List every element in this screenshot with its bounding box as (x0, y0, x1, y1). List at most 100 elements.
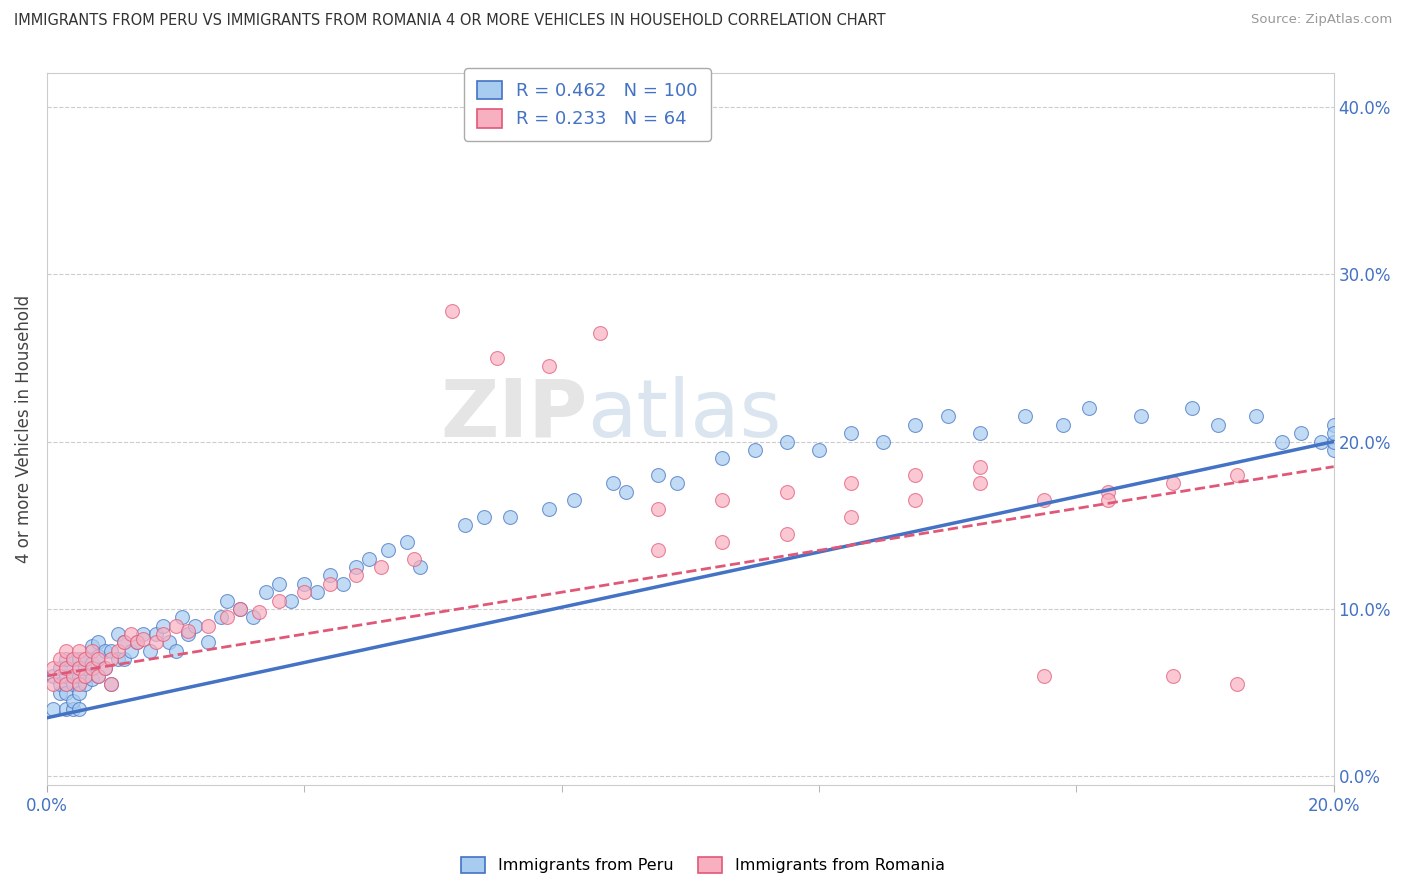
Point (67, 677, 90, 691)
Text: ZIP: ZIP (440, 376, 588, 454)
Point (776, 484, 799, 499)
Point (197, 635, 219, 649)
Point (969, 476, 991, 491)
Point (1014, 409, 1036, 424)
Point (55, 686, 77, 700)
Point (1206, 417, 1229, 432)
Point (344, 560, 367, 574)
Point (80, 660, 103, 674)
Point (1078, 401, 1101, 415)
Point (55, 660, 77, 674)
Point (904, 493, 927, 508)
Point (75, 652, 97, 666)
Point (75, 652, 97, 666)
Point (62, 702, 84, 716)
Point (602, 476, 624, 491)
Point (1323, 434, 1346, 449)
Point (280, 593, 302, 607)
Point (357, 551, 380, 566)
Point (100, 677, 122, 691)
Point (125, 635, 148, 649)
Point (1309, 434, 1331, 449)
Point (42, 702, 65, 716)
Point (319, 568, 342, 582)
Point (247, 605, 270, 619)
Point (1271, 434, 1294, 449)
Point (145, 627, 167, 641)
Point (564, 493, 586, 508)
Point (402, 551, 425, 566)
Point (711, 493, 734, 508)
Point (75, 660, 97, 674)
Point (1323, 417, 1346, 432)
Point (112, 635, 135, 649)
Point (75, 669, 97, 683)
Point (170, 610, 193, 624)
Point (1226, 677, 1249, 691)
Point (396, 535, 419, 549)
Point (62, 669, 84, 683)
Point (1052, 417, 1074, 432)
Point (67, 652, 90, 666)
Point (87, 669, 110, 683)
Legend: Immigrants from Peru, Immigrants from Romania: Immigrants from Peru, Immigrants from Ro… (456, 850, 950, 880)
Point (125, 635, 148, 649)
Point (67, 686, 90, 700)
Point (711, 535, 734, 549)
Point (75, 677, 97, 691)
Point (377, 543, 399, 558)
Point (744, 442, 766, 457)
Point (80, 673, 103, 687)
Point (55, 669, 77, 683)
Point (67, 677, 90, 691)
Point (537, 359, 560, 374)
Point (55, 677, 77, 691)
Point (319, 577, 342, 591)
Point (62, 652, 84, 666)
Point (94, 660, 117, 674)
Point (112, 635, 135, 649)
Point (80, 639, 103, 653)
Point (177, 624, 200, 638)
Point (1129, 409, 1152, 424)
Point (344, 568, 367, 582)
Point (215, 593, 238, 607)
Point (165, 618, 187, 632)
Point (1033, 669, 1056, 683)
Point (1097, 484, 1119, 499)
Point (807, 442, 830, 457)
Point (839, 509, 862, 524)
Point (67, 644, 90, 658)
Point (100, 677, 122, 691)
Point (1033, 493, 1056, 508)
Point (107, 627, 129, 641)
Point (839, 426, 862, 441)
Point (197, 618, 219, 632)
Point (87, 652, 110, 666)
Point (936, 409, 959, 424)
Point (1291, 426, 1313, 441)
Point (55, 660, 77, 674)
Point (1097, 493, 1119, 508)
Point (242, 610, 264, 624)
Point (454, 518, 477, 533)
Point (904, 468, 927, 483)
Point (292, 585, 315, 599)
Point (229, 602, 252, 616)
Point (55, 652, 77, 666)
Point (42, 677, 65, 691)
Point (969, 426, 991, 441)
Point (1246, 409, 1268, 424)
Point (75, 669, 97, 683)
Point (67, 660, 90, 674)
Point (62, 677, 84, 691)
Point (67, 660, 90, 674)
Point (49, 686, 72, 700)
Legend: R = 0.462   N = 100, R = 0.233   N = 64: R = 0.462 N = 100, R = 0.233 N = 64 (464, 68, 710, 141)
Point (55, 644, 77, 658)
Point (839, 476, 862, 491)
Point (132, 632, 155, 646)
Point (49, 660, 72, 674)
Point (666, 476, 689, 491)
Point (537, 501, 560, 516)
